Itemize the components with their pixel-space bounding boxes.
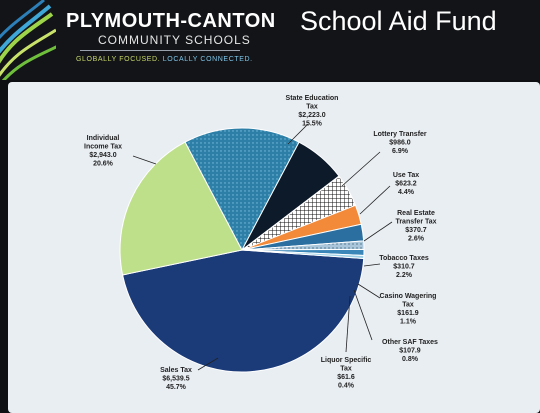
header-banner: PLYMOUTH-CANTON COMMUNITY SCHOOLS GLOBAL… [0,0,540,80]
leader-line-3 [359,185,391,215]
slice-label-4: Real Estate Transfer Tax $370.7 2.6% [395,210,436,243]
school-logo-mark [0,0,56,80]
leader-line-9 [197,357,219,371]
leader-line-6 [357,283,381,299]
tagline-part-a: GLOBALLY FOCUSED. [76,56,161,63]
pie-slice-0 [121,249,365,373]
slice-label-2: Individual Income Tax $2,943.0 20.6% [84,135,122,168]
tagline-part-b: LOCALLY CONNECTED. [162,56,253,63]
pie-chart: State Education Tax $2,223.0 15.5% Lottery T… [84,95,438,391]
org-subtitle: COMMUNITY SCHOOLS [98,33,251,47]
slice-label-9: Sales Tax $6,539.5 45.7% [160,367,192,391]
slice-label-8: Liquor Specific Tax $61.6 0.4% [321,357,372,390]
slice-label-5: Tobacco Taxes $310.7 2.2% [379,255,429,279]
org-divider [80,50,240,51]
leader-line-8 [345,295,351,353]
pie-slice-2 [184,127,300,252]
leader-line-4 [363,221,393,242]
leader-line-1 [341,151,381,187]
slide-title: School Aid Fund [300,6,497,36]
slice-label-1: Lottery Transfer $986.0 6.9% [373,131,427,155]
leader-line-5 [363,263,381,267]
chart-area: State Education Tax $2,223.0 15.5% Lottery T… [8,82,540,413]
tagline: GLOBALLY FOCUSED. LOCALLY CONNECTED. [76,56,253,63]
slice-label-3: Use Tax $623.2 4.4% [393,172,419,196]
slice-label-6: Casino Wagering Tax $161.9 1.1% [380,293,437,326]
leader-line-0 [287,123,309,145]
org-name: PLYMOUTH-CANTON [66,10,276,32]
slice-label-0: State Education Tax $2,223.0 15.5% [286,95,339,128]
slice-label-7: Other SAF Taxes $107.9 0.8% [382,339,438,363]
leader-line-7 [353,289,373,341]
leader-line-2 [132,155,157,165]
pie-slice-9 [241,249,365,260]
pie-slice-1 [119,141,243,276]
